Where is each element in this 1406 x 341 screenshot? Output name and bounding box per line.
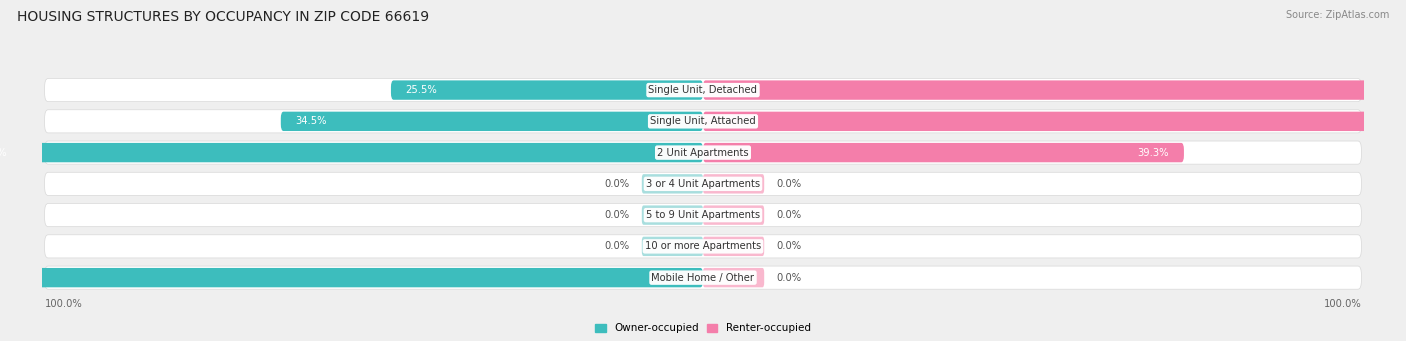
FancyBboxPatch shape bbox=[281, 112, 703, 131]
FancyBboxPatch shape bbox=[703, 143, 1184, 162]
FancyBboxPatch shape bbox=[703, 112, 1406, 131]
Text: 0.0%: 0.0% bbox=[605, 179, 630, 189]
FancyBboxPatch shape bbox=[391, 80, 703, 100]
FancyBboxPatch shape bbox=[45, 110, 1361, 133]
Text: Source: ZipAtlas.com: Source: ZipAtlas.com bbox=[1285, 10, 1389, 20]
Text: 0.0%: 0.0% bbox=[605, 241, 630, 251]
FancyBboxPatch shape bbox=[45, 235, 1361, 258]
FancyBboxPatch shape bbox=[45, 141, 1361, 164]
FancyBboxPatch shape bbox=[45, 204, 1361, 227]
FancyBboxPatch shape bbox=[45, 78, 1361, 102]
Text: 0.0%: 0.0% bbox=[776, 241, 801, 251]
FancyBboxPatch shape bbox=[703, 174, 765, 194]
FancyBboxPatch shape bbox=[641, 237, 703, 256]
Text: Single Unit, Attached: Single Unit, Attached bbox=[650, 116, 756, 126]
Text: 34.5%: 34.5% bbox=[295, 116, 328, 126]
Legend: Owner-occupied, Renter-occupied: Owner-occupied, Renter-occupied bbox=[591, 319, 815, 338]
FancyBboxPatch shape bbox=[0, 143, 703, 162]
Text: HOUSING STRUCTURES BY OCCUPANCY IN ZIP CODE 66619: HOUSING STRUCTURES BY OCCUPANCY IN ZIP C… bbox=[17, 10, 429, 24]
FancyBboxPatch shape bbox=[703, 80, 1406, 100]
FancyBboxPatch shape bbox=[703, 268, 765, 287]
FancyBboxPatch shape bbox=[641, 174, 703, 194]
FancyBboxPatch shape bbox=[45, 172, 1361, 195]
FancyBboxPatch shape bbox=[641, 205, 703, 225]
Text: 3 or 4 Unit Apartments: 3 or 4 Unit Apartments bbox=[645, 179, 761, 189]
Text: 39.3%: 39.3% bbox=[1137, 148, 1170, 158]
Text: 100.0%: 100.0% bbox=[45, 299, 83, 309]
Text: 60.7%: 60.7% bbox=[0, 148, 7, 158]
Text: 2 Unit Apartments: 2 Unit Apartments bbox=[657, 148, 749, 158]
Text: 0.0%: 0.0% bbox=[776, 210, 801, 220]
Text: 100.0%: 100.0% bbox=[1323, 299, 1361, 309]
Text: 0.0%: 0.0% bbox=[605, 210, 630, 220]
FancyBboxPatch shape bbox=[703, 205, 765, 225]
Text: 0.0%: 0.0% bbox=[776, 179, 801, 189]
Text: 0.0%: 0.0% bbox=[776, 273, 801, 283]
FancyBboxPatch shape bbox=[45, 266, 1361, 289]
Text: Mobile Home / Other: Mobile Home / Other bbox=[651, 273, 755, 283]
Text: 25.5%: 25.5% bbox=[405, 85, 437, 95]
Text: 10 or more Apartments: 10 or more Apartments bbox=[645, 241, 761, 251]
Text: Single Unit, Detached: Single Unit, Detached bbox=[648, 85, 758, 95]
FancyBboxPatch shape bbox=[0, 268, 703, 287]
Text: 5 to 9 Unit Apartments: 5 to 9 Unit Apartments bbox=[645, 210, 761, 220]
FancyBboxPatch shape bbox=[703, 237, 765, 256]
